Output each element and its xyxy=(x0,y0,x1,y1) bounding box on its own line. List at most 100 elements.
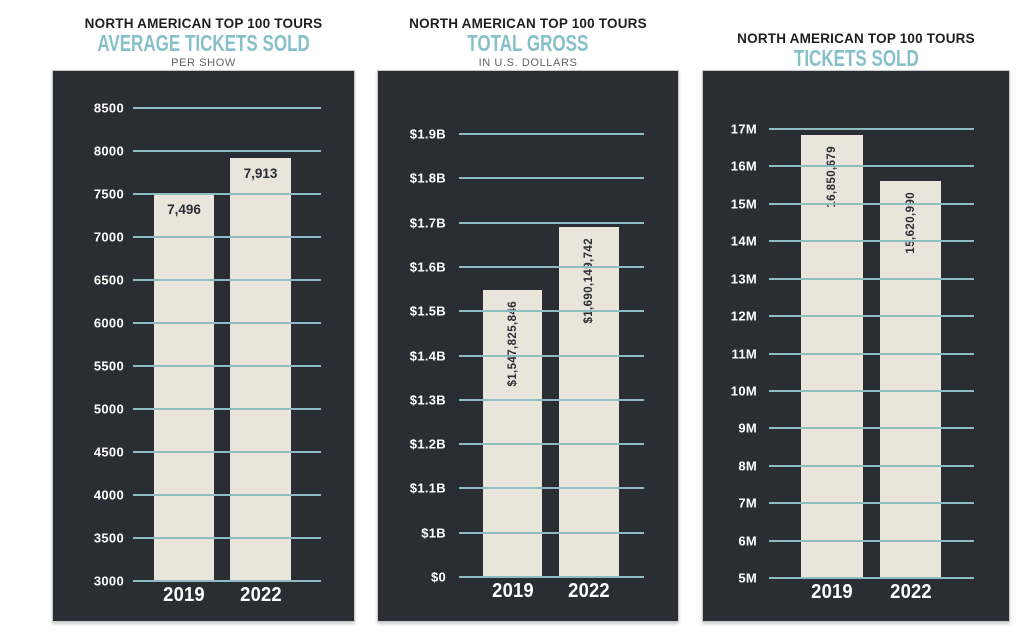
gridline xyxy=(459,531,644,534)
gridline xyxy=(769,577,974,579)
axis-tick-label: $1.9B xyxy=(409,126,446,142)
gridline xyxy=(459,221,644,224)
chart-panel: 17M 16M 15M 14M 13M 12M 11M 10M 9M 8M 7M 6M 5M 16,850… xyxy=(702,70,1010,622)
bar-2019: 7,496 xyxy=(154,194,214,581)
chart-title: NORTH AMERICAN TOP 100 TOURS xyxy=(409,16,647,32)
category-label: 2022 xyxy=(889,581,932,603)
axis-tick-label: $1.1B xyxy=(409,480,446,496)
bar-value-label: 15,620,990 xyxy=(904,191,917,254)
gridline xyxy=(459,487,644,490)
gridline xyxy=(769,315,974,318)
category-label: 2022 xyxy=(568,580,610,602)
bar-value-label: $1,547,825,846 xyxy=(506,301,519,387)
chart-title: NORTH AMERICAN TOP 100 TOURS xyxy=(737,31,975,47)
bar-value-label: 7,496 xyxy=(167,202,201,218)
chart-note: IN U.S. DOLLARS xyxy=(478,56,578,69)
gridline xyxy=(769,502,974,505)
chart-title: NORTH AMERICAN TOP 100 TOURS xyxy=(84,16,323,32)
axis-tick-label: 4500 xyxy=(93,444,124,460)
axis-tick-label: 17M xyxy=(730,121,757,137)
axis-tick-label: $1.7B xyxy=(409,215,446,231)
axis-tick-label: 13M xyxy=(730,271,757,287)
gridline xyxy=(133,365,321,367)
axis-tick-label: 7000 xyxy=(93,229,124,245)
bar-2022: $1,690,149,742 xyxy=(559,226,619,577)
gridline xyxy=(769,464,974,467)
chart-subtitle: AVERAGE TICKETS SOLD xyxy=(97,29,310,56)
axis-tick-label: $0 xyxy=(430,569,446,585)
axis-tick-label: 9M xyxy=(738,420,757,436)
axis-tick-label: $1.3B xyxy=(409,392,446,408)
gridline xyxy=(459,443,644,446)
gridline xyxy=(769,352,974,355)
axis-tick-label: 10M xyxy=(730,383,757,399)
axis-tick-label: 6500 xyxy=(93,272,124,288)
gridline xyxy=(133,236,321,238)
axis-tick-label: 15M xyxy=(730,196,757,212)
gridline xyxy=(133,494,321,496)
gridline xyxy=(133,580,321,582)
axis-tick-label: 8500 xyxy=(93,100,124,116)
bar-value-label: 16,850,679 xyxy=(826,145,838,208)
category-label: 2019 xyxy=(811,581,853,603)
axis-tick-label: 5500 xyxy=(93,358,124,374)
axis-tick-label: 14M xyxy=(730,233,757,249)
chart-note: PER SHOW xyxy=(171,56,236,69)
bar-2022: 7,913 xyxy=(230,158,291,581)
chart-heading: NORTH AMERICAN TOP 100 TOURS TICKETS SOL… xyxy=(677,0,1024,78)
category-label: 2022 xyxy=(239,584,282,606)
gridline xyxy=(459,310,644,313)
axis-tick-label: $1.5B xyxy=(409,303,446,319)
axis-tick-label: 12M xyxy=(730,308,757,324)
gridline xyxy=(459,133,644,135)
axis-tick-label: 6M xyxy=(738,533,757,549)
axis-tick-label: 16M xyxy=(730,158,757,174)
gridline xyxy=(459,576,644,578)
category-label: 2019 xyxy=(491,580,534,602)
axis-tick-label: 3000 xyxy=(93,573,124,589)
category-label: 2019 xyxy=(163,584,205,606)
bar-value-label: 7,913 xyxy=(243,166,278,182)
chart-subtitle: TICKETS SOLD xyxy=(793,45,919,71)
axis-tick-label: $1.4B xyxy=(409,348,446,363)
gridline xyxy=(769,427,974,430)
gridline xyxy=(769,128,974,130)
axis-tick-label: 3500 xyxy=(93,530,124,546)
gridline xyxy=(459,177,644,180)
chart-heading: NORTH AMERICAN TOP 100 TOURS AVERAGE TIC… xyxy=(27,0,380,78)
axis-tick-label: 11M xyxy=(731,346,757,361)
axis-tick-label: 8M xyxy=(738,458,757,474)
axis-tick-label: 4000 xyxy=(93,487,124,503)
gridline xyxy=(133,107,321,109)
chart-panel: $1.9B $1.8B $1.7B $1.6B $1.5B $1.4B $1.3B $1.2B… xyxy=(377,70,679,622)
gridline xyxy=(133,408,321,410)
gridline xyxy=(769,165,974,168)
axis-tick-label: $1B xyxy=(421,525,446,541)
gridline xyxy=(459,354,644,357)
axis-tick-label: 5000 xyxy=(93,401,124,417)
gridline xyxy=(769,539,974,542)
axis-tick-label: $1.2B xyxy=(409,436,446,452)
gridline xyxy=(133,451,321,453)
gridline xyxy=(133,150,321,152)
axis-tick-label: 8000 xyxy=(93,143,124,159)
gridline xyxy=(769,389,974,392)
gridline xyxy=(769,277,974,280)
gridline xyxy=(133,279,321,281)
chart-subtitle: TOTAL GROSS xyxy=(467,29,589,56)
axis-tick-label: 5M xyxy=(738,570,757,586)
gridline xyxy=(769,240,974,243)
axis-tick-label: 7M xyxy=(738,495,757,511)
gridline xyxy=(459,265,644,268)
axis-tick-label: 6000 xyxy=(93,315,124,331)
bar-2022: 15,620,990 xyxy=(880,180,941,578)
gridline xyxy=(133,322,321,324)
bar-2019: 16,850,679 xyxy=(801,134,863,578)
gridline xyxy=(459,398,644,401)
gridline xyxy=(133,537,321,539)
gridline xyxy=(769,202,974,205)
axis-tick-label: $1.8B xyxy=(409,170,446,186)
gridline xyxy=(133,193,321,195)
axis-tick-label: $1.6B xyxy=(409,259,446,275)
